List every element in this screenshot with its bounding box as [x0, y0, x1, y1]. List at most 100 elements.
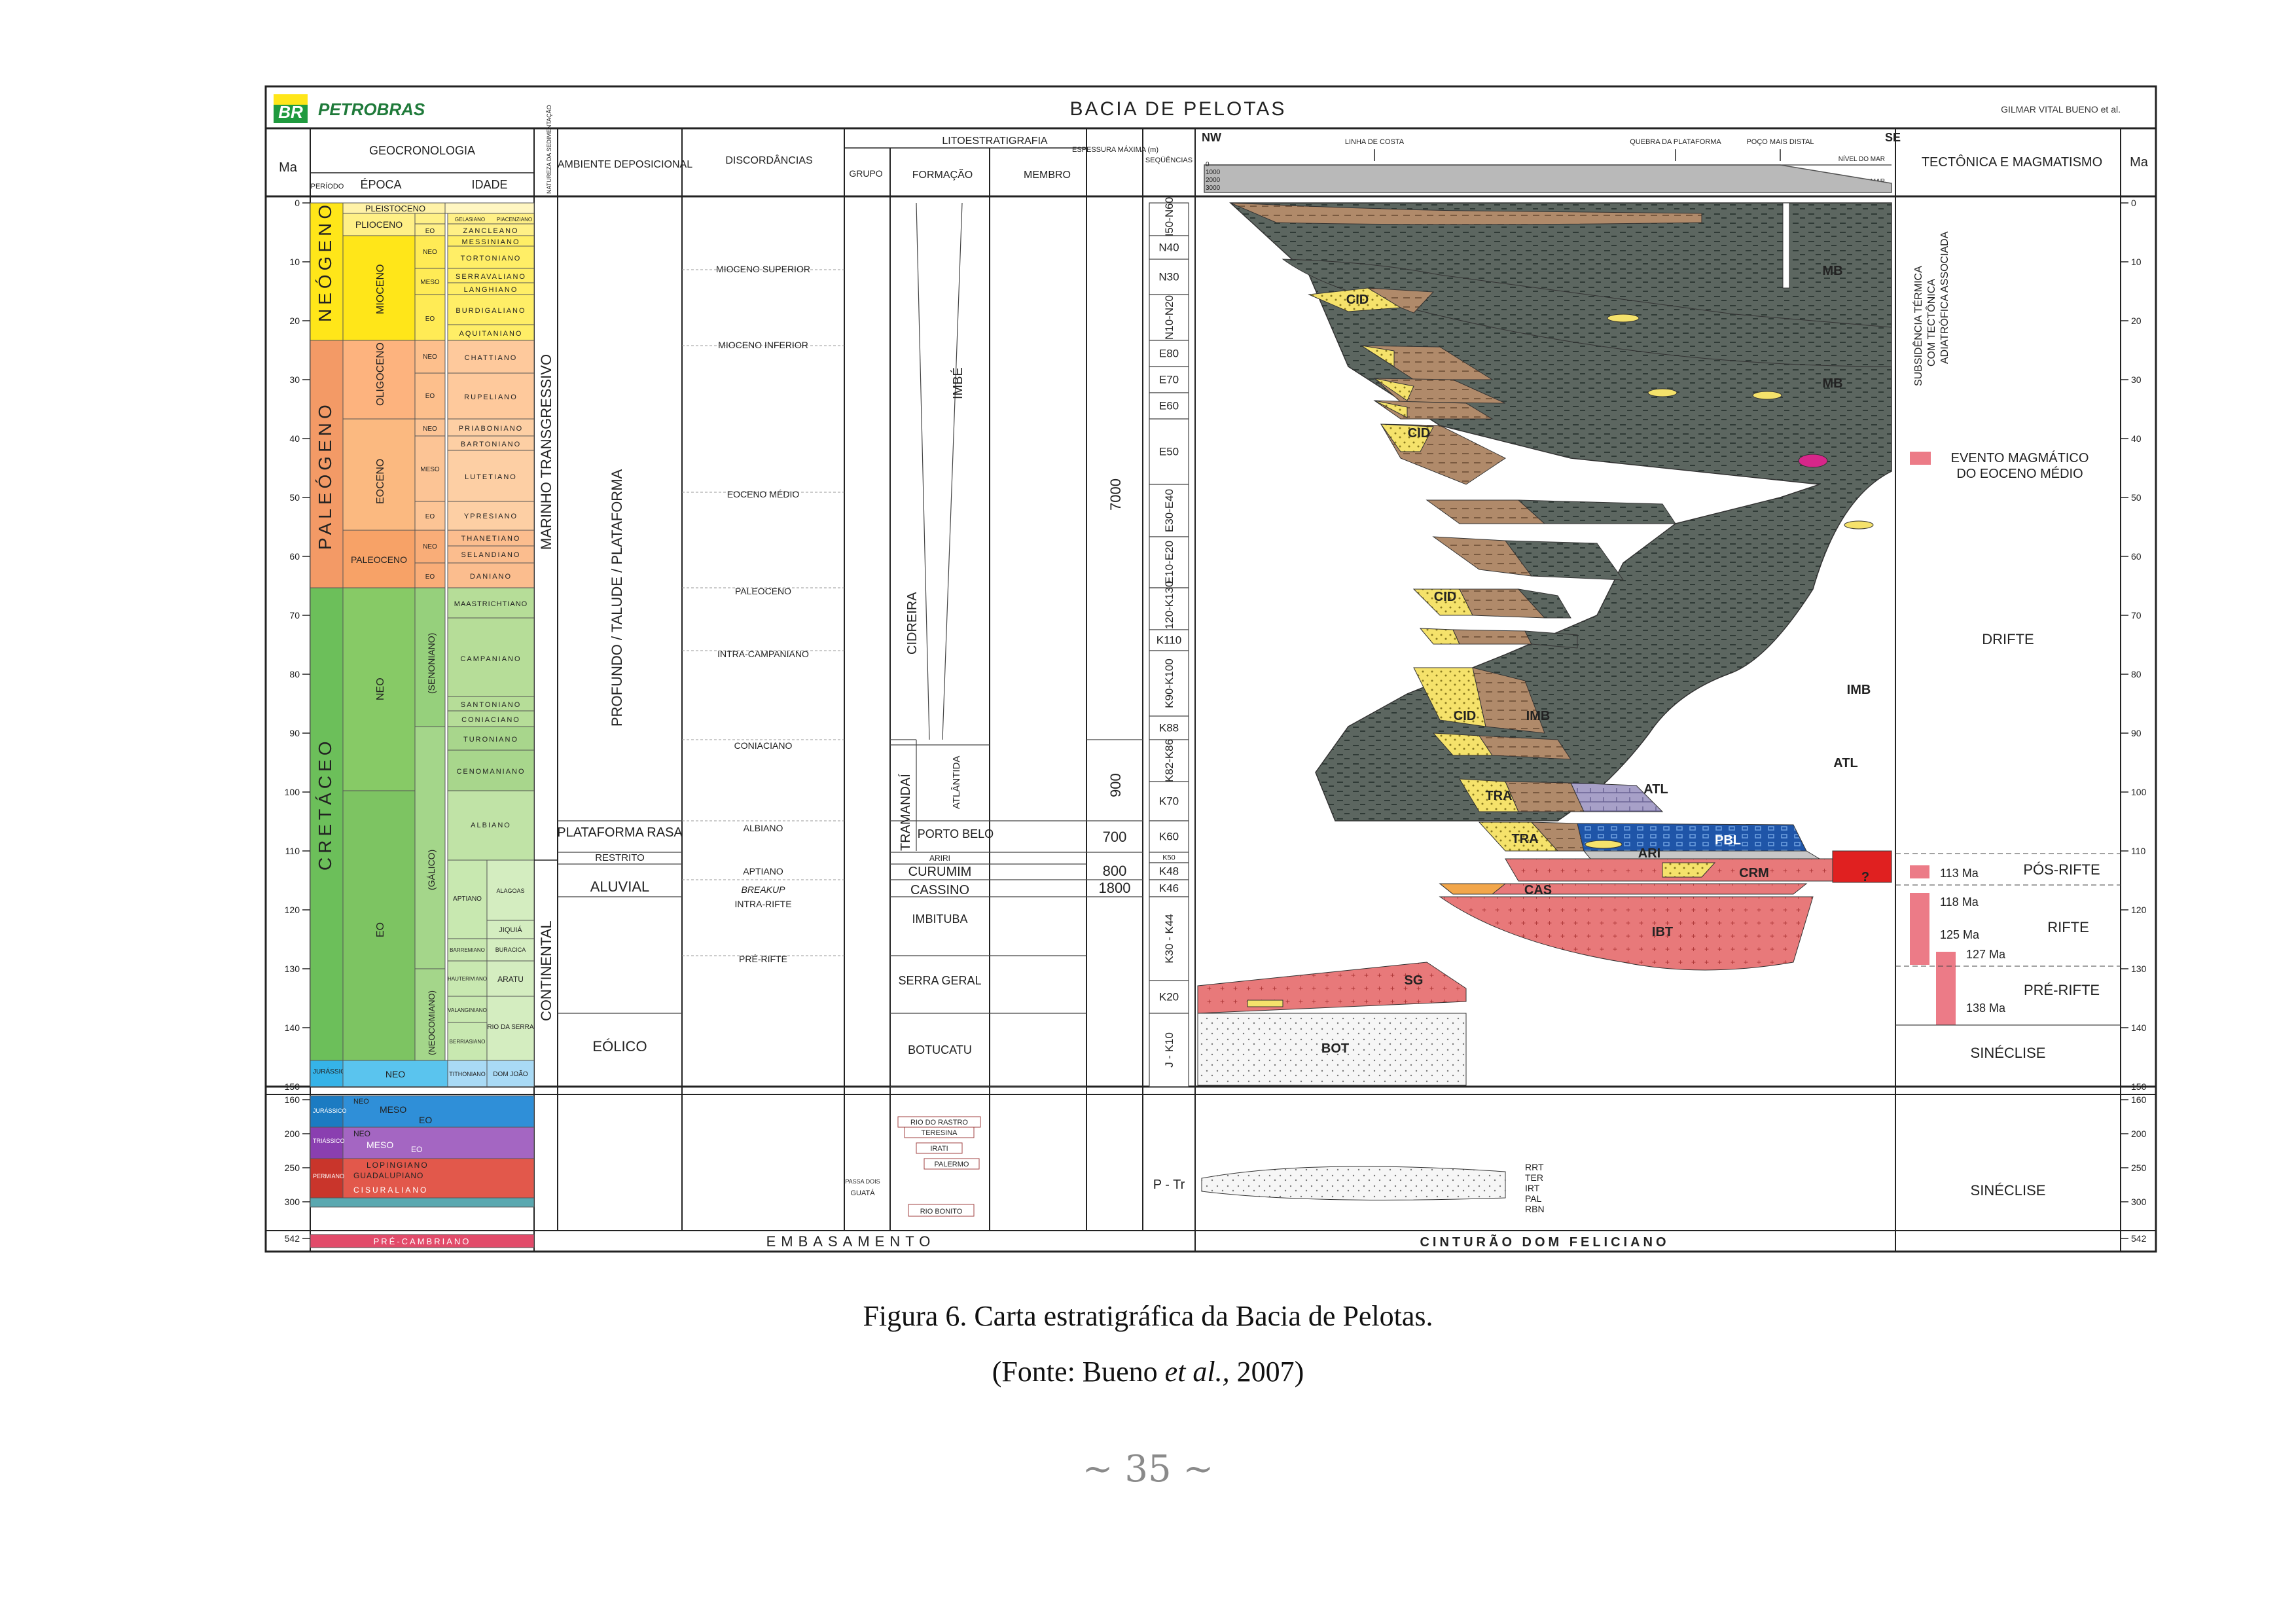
epoch-paleoceno: PALEOCENO: [351, 554, 407, 565]
espessura-800: 800: [1103, 863, 1127, 879]
period-jurassico-label: JURÁSSICO: [313, 1067, 350, 1075]
sequence-label: K82-K86: [1163, 739, 1175, 782]
lower-permiano: PERMIANO: [313, 1173, 344, 1180]
label-crm: CRM: [1739, 866, 1769, 880]
lower-teresina: TERESINA: [921, 1129, 958, 1137]
ma-tick-left: 140: [285, 1022, 300, 1033]
lower-tri-meso: MESO: [367, 1140, 393, 1150]
lithostratigraphy-column: TRAMANDAÍ CIDREIRA IMBÉ ATLÂNTIDA PORTO …: [890, 202, 1086, 1087]
sequence-label: K110: [1157, 634, 1181, 647]
lower-guadalupiano: GUADALUPIANO: [353, 1171, 423, 1180]
ma-tick-left: 100: [285, 787, 300, 797]
header-row: Ma Ma GEOCRONOLOGIA PERÍODO ÉPOCA IDADE …: [266, 105, 2156, 198]
eoceno-meso: MESO: [420, 466, 440, 473]
disc-paleoceno: PALEOCENO: [735, 586, 791, 596]
disc-mioceno-inferior: MIOCENO INFERIOR: [718, 340, 808, 350]
wedge-k110-mud: [1524, 630, 1578, 649]
cinturao-label: CINTURÃO DOM FELICIANO: [1420, 1235, 1669, 1250]
disc-breakup: BREAKUP: [742, 884, 786, 895]
espessura-7000: 7000: [1107, 478, 1124, 511]
lower-rrt: RRT: [1525, 1162, 1544, 1172]
age-buracica: BURACICA: [495, 947, 526, 953]
subepoch-neocomiano: (NEOCOMIANO): [427, 990, 437, 1055]
ma-tick-right: 0: [2131, 198, 2136, 208]
ma-tick-lower-right: 200: [2131, 1128, 2147, 1139]
stratigraphic-chart: + BR PETROBRAS BACIA DE PELOTAS GILMAR V…: [264, 85, 2157, 1253]
formation-atlantida: ATLÂNTIDA: [951, 756, 962, 809]
ma-tick-right: 100: [2131, 787, 2147, 797]
sequence-label: J - K10: [1163, 1032, 1175, 1068]
lower-guata: GUATÁ: [850, 1189, 875, 1197]
sequence-label: K60: [1159, 831, 1179, 843]
figure-caption: Figura 6. Carta estratigráfica da Bacia …: [863, 1300, 1433, 1332]
age-messiniano: MESSINIANO: [461, 238, 520, 246]
chart-author: GILMAR VITAL BUENO et al.: [2001, 104, 2121, 115]
ma-tick-left: 40: [289, 433, 300, 444]
tect-pre-rifte: PRÉ-RIFTE: [2024, 982, 2100, 998]
ma-tick-right: 60: [2131, 551, 2142, 562]
wedge-e80-sand: [1361, 345, 1395, 367]
label-cid-3: CID: [1434, 590, 1456, 604]
title-row: BR PETROBRAS BACIA DE PELOTAS GILMAR VIT…: [266, 94, 2156, 130]
espessura-1800: 1800: [1099, 880, 1131, 896]
lower-ter: TER: [1525, 1172, 1543, 1183]
age-hauteriviano: HAUTERIVIANO: [448, 976, 487, 982]
label-atl-1: ATL: [1833, 756, 1857, 770]
age-selandiano: SELANDIANO: [461, 551, 521, 559]
formation-botucatu: BOTUCATU: [908, 1043, 972, 1056]
ma-tick-left: 20: [289, 316, 300, 326]
age-tortoniano: TORTONIANO: [461, 255, 522, 262]
rifte-bar-2: [1936, 952, 1956, 1025]
lower-irati: IRATI: [930, 1145, 948, 1153]
lower-tri-neo: NEO: [353, 1129, 370, 1138]
tect-pos-rifte: PÓS-RIFTE: [2023, 861, 2100, 878]
disc-intra-rifte: INTRA-RIFTE: [734, 899, 791, 909]
source-post: 2007): [1229, 1356, 1304, 1388]
periodo-header: PERÍODO: [311, 182, 344, 190]
logo-mark: BR: [278, 102, 303, 122]
mioceno-eo: EO: [425, 316, 435, 323]
oligoceno-neo: NEO: [423, 353, 437, 361]
disc-pre-rifte: PRÉ-RIFTE: [739, 954, 787, 964]
epoch-oligoceno: OLIGOCENO: [375, 342, 386, 406]
group-tramandai: TRAMANDAÍ: [898, 774, 913, 851]
section-curumim-sand: [1662, 862, 1716, 878]
wedge-e30-mud: [1517, 499, 1676, 524]
wedge-k120-mud: [1517, 588, 1571, 619]
lower-lopingiano: LOPINGIANO: [367, 1161, 429, 1170]
disc-albiano: ALBIANO: [744, 823, 783, 833]
age-valanginiano: VALANGINIANO: [448, 1007, 486, 1013]
sequence-label: K48: [1159, 865, 1179, 878]
lower-rio-bonito: RIO BONITO: [920, 1208, 963, 1216]
formacao-header: FORMAÇÃO: [912, 168, 973, 181]
section-botucatu: [1197, 1013, 1467, 1086]
ambiente-column: PROFUNDO / TALUDE / PLATAFORMA PLATAFORM…: [557, 469, 683, 1055]
age-chattiano: CHATTIANO: [465, 354, 518, 362]
label-ibt: IBT: [1652, 925, 1673, 939]
age-berriasiano: BERRIASIANO: [450, 1039, 486, 1045]
ma-tick-lower-right: 160: [2131, 1094, 2147, 1105]
mioceno-neo: NEO: [423, 249, 437, 256]
sequencias-header: SEQÜÊNCIAS: [1145, 156, 1193, 164]
ma-tick-right: 130: [2131, 964, 2147, 974]
disc-coniaciano: CONIACIANO: [734, 740, 793, 751]
tect-sineclise-lower: SINÉCLISE: [1971, 1182, 2046, 1199]
natureza-continental: CONTINENTAL: [538, 920, 554, 1021]
sequence-label: K120-K130: [1163, 581, 1175, 636]
well-bar: [1782, 202, 1790, 289]
wedge-k110-brown: [1452, 629, 1532, 645]
grupo-header: GRUPO: [849, 168, 882, 179]
ma-tick-lower-left: 300: [285, 1197, 300, 1207]
age-burdigaliano: BURDIGALIANO: [456, 307, 526, 315]
ma-tick-right: 80: [2131, 669, 2142, 679]
label-cas: CAS: [1524, 883, 1552, 897]
disc-intra-campaniano: INTRA-CAMPANIANO: [717, 649, 809, 659]
idade-header: IDADE: [471, 178, 507, 191]
subepoch-galico: (GÁLICO): [426, 850, 437, 890]
pos-rifte-bar: [1910, 865, 1929, 878]
period-cretaceo: [310, 587, 344, 1061]
label-sg: SG: [1405, 973, 1424, 988]
epoch-jur-neo: NEO: [386, 1069, 405, 1079]
ma-axis-right: 0 10 20 30 40 50 60 70 80 90 100 110 120 130 140 150 160…: [2121, 198, 2147, 1244]
sequence-label: K50: [1162, 854, 1175, 862]
